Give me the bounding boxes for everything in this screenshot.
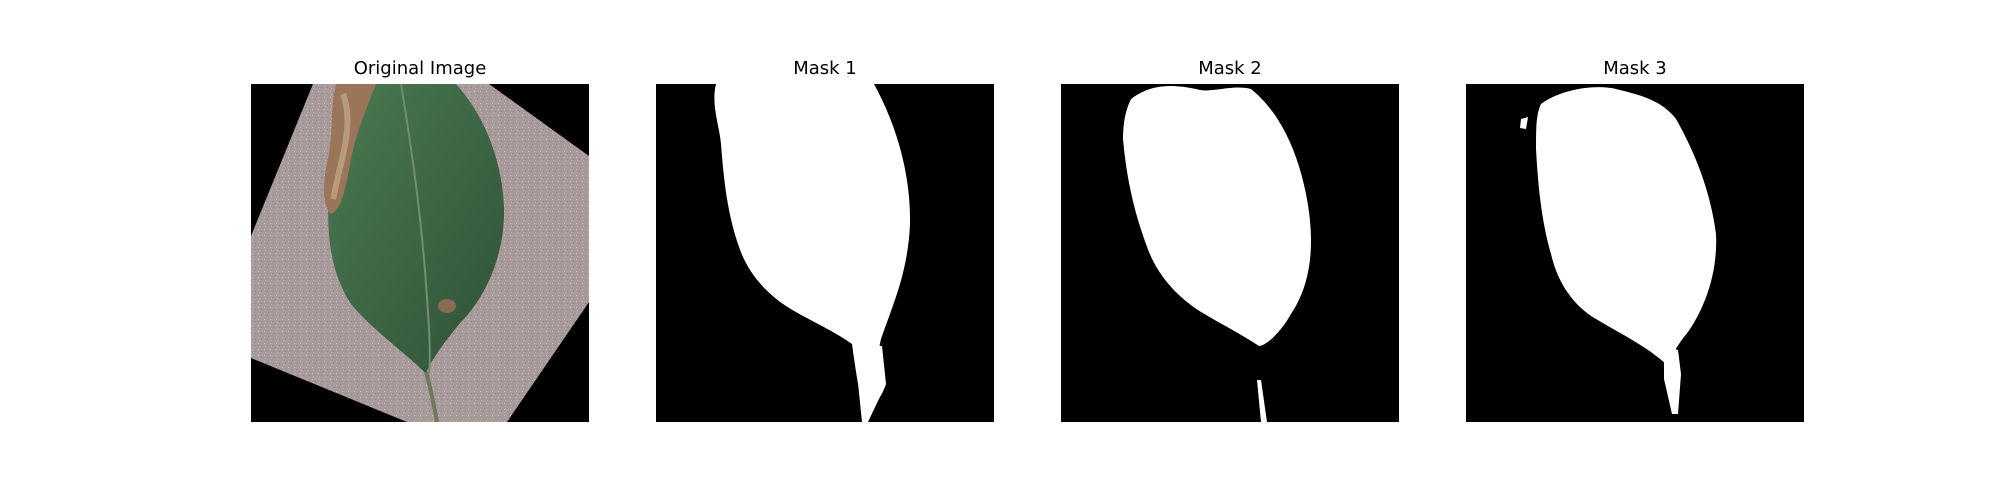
panel-original-image: Original Image [251,0,589,500]
mask-3-image [1466,84,1804,422]
mask-region [1536,87,1717,364]
panel-mask-1: Mask 1 [656,0,994,500]
panel-title-mask-1: Mask 1 [793,58,857,79]
mask-stem [1664,346,1681,414]
mask-region [1123,86,1311,347]
mask-1-image [656,84,994,422]
leaf-lesion-highlight [330,92,351,200]
mask-region [714,84,911,419]
panel-title-original-image: Original Image [353,58,487,79]
mask-2-image [1061,84,1399,422]
mask-stem [1257,380,1267,422]
original-leaf-image [251,84,589,422]
mask-stem [854,344,886,422]
panel-title-mask-3: Mask 3 [1603,58,1667,79]
leaf-spot [438,299,456,313]
leaf-stem [424,371,439,422]
leaf-midrib [400,84,431,375]
panel-title-mask-2: Mask 2 [1198,58,1262,79]
panel-mask-3: Mask 3 [1466,0,1804,500]
leaf-blade [328,84,505,374]
mask-fragment [1520,117,1528,129]
panel-mask-2: Mask 2 [1061,0,1399,500]
